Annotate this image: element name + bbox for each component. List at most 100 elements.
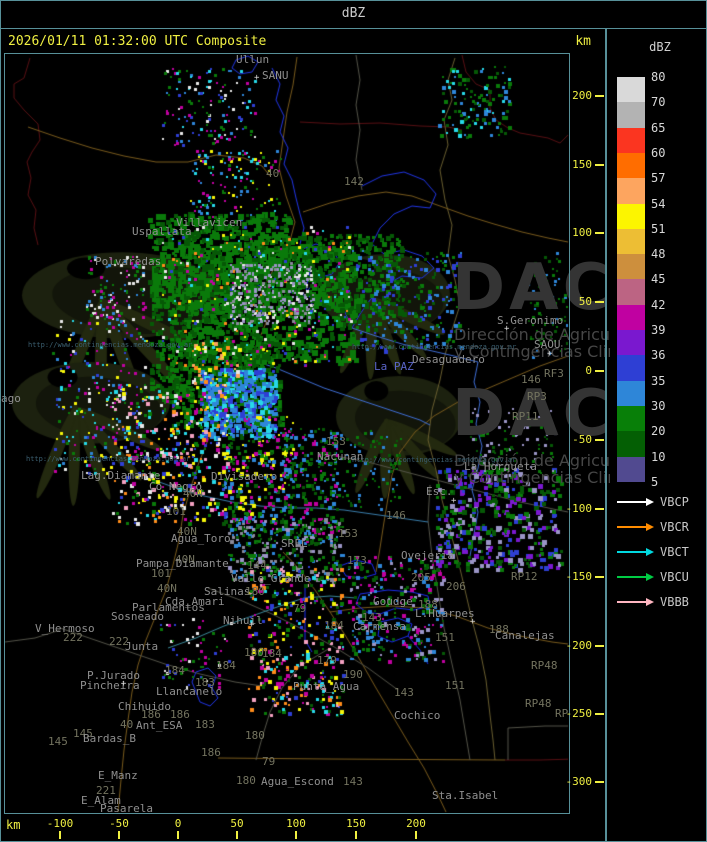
status-bar: 2026/01/11 01:32:00 UTC Composite km: [0, 30, 605, 53]
map-label: Ovejeria: [401, 549, 454, 562]
map-label: 143: [343, 775, 363, 788]
x-axis-tick-label: 0: [174, 817, 182, 830]
colorbar-swatch: [617, 380, 645, 407]
vector-arrow-head: [646, 573, 654, 581]
y-axis-tick: [595, 645, 604, 647]
map-label: RF3: [544, 367, 564, 380]
map-label: RP3: [527, 390, 547, 403]
x-axis-tick: [59, 831, 61, 839]
map-label: 146: [386, 509, 406, 522]
map-label: La PAZ: [374, 360, 414, 373]
map-label: 145: [73, 727, 93, 740]
map-label: Canalejas: [495, 629, 555, 642]
map-label: Villavicen: [176, 216, 243, 229]
watermark-dacc-text: DACC: [452, 251, 610, 325]
vector-arrow-head: [646, 598, 654, 606]
colorbar-value: 60: [651, 145, 666, 160]
vector-label: VBCR: [660, 520, 689, 534]
map-label: Nihuil: [223, 614, 263, 627]
map-label: Ant_ESA: [136, 719, 183, 732]
map-label: 184: [262, 647, 282, 660]
vector-arrow: [617, 526, 647, 528]
map-label: Pampa_Diamante: [136, 557, 229, 570]
y-axis-tick-label: -150: [565, 570, 593, 583]
map-label: 143: [362, 611, 382, 624]
map-label: 40N: [175, 553, 195, 566]
legend-divider: [605, 28, 607, 842]
y-axis-tick-label: 200: [572, 89, 592, 102]
map-label: SAOU: [534, 338, 561, 351]
station-marker-icon: +: [249, 620, 255, 630]
map-label: 184: [216, 659, 236, 672]
map-label: 221: [96, 784, 116, 797]
map-label: 188: [418, 598, 438, 611]
vector-label: VBCT: [660, 545, 689, 559]
vector-arrow: [617, 551, 647, 553]
colorbar-swatch: [617, 304, 645, 331]
y-axis-tick-label: 0: [585, 364, 592, 377]
map-label: 186: [141, 708, 161, 721]
map-label: 173: [347, 554, 367, 567]
map-label: 79: [293, 602, 307, 615]
map-label: Agua_Toro: [171, 532, 231, 545]
map-label: SRFL: [281, 537, 308, 550]
y-axis-tick: [595, 301, 604, 303]
map-label: 40: [120, 718, 134, 731]
map-label: Co_Negro: [149, 480, 202, 493]
map-label: 180: [244, 646, 264, 659]
map-label: 184: [324, 619, 344, 632]
map-label: Bardas_B: [83, 732, 136, 745]
vector-label: VBCU: [660, 570, 689, 584]
map-label: 184: [165, 664, 185, 677]
map-label: La Horqueta: [464, 460, 537, 473]
y-axis-tick-label: -200: [565, 639, 593, 652]
colorbar-swatch: [617, 152, 645, 179]
vector-label: VBBB: [660, 595, 689, 609]
station-marker-icon: +: [254, 73, 260, 83]
watermark-subtitle: Dirección de Agricultura y Contingencias…: [454, 451, 610, 487]
map-label: 153: [326, 435, 346, 448]
map-label: Polvaredas: [95, 255, 162, 268]
watermark-layer: DACC Dirección de Agricultura y Contingen…: [0, 28, 610, 814]
map-label: 40N: [183, 487, 203, 500]
map-label: Salinas: [204, 585, 251, 598]
station-marker-icon: +: [121, 679, 127, 689]
map-label: Llancanelo: [156, 685, 223, 698]
colorbar-swatch: [617, 355, 645, 382]
x-axis-tick: [355, 831, 357, 839]
colorbar-swatch: [617, 330, 645, 356]
vector-arrow: [617, 576, 647, 578]
map-label: Divisadero: [211, 470, 278, 483]
colorbar-value: 54: [651, 196, 666, 211]
colorbar-value: 70: [651, 95, 666, 110]
map-label: Uspallata: [132, 225, 192, 238]
map-label: 101: [151, 567, 171, 580]
map-label: 186: [170, 708, 190, 721]
map-label: E_Alam: [81, 794, 121, 807]
map-label: Chihuido: [118, 700, 171, 713]
x-axis-tick-label: 100: [286, 817, 306, 830]
colorbar-value: 65: [651, 120, 666, 135]
vector-arrow-head: [646, 498, 654, 506]
x-axis-tick: [177, 831, 179, 839]
colorbar-swatch: [617, 431, 645, 457]
map-label: Parlamentos: [132, 601, 205, 614]
y-axis-tick: [595, 370, 604, 372]
x-axis-tick-label: 50: [230, 817, 244, 830]
map-label: Cochico: [394, 709, 441, 722]
title-divider: [0, 28, 707, 29]
colorbar-swatch: [617, 456, 645, 483]
y-axis-tick: [595, 164, 604, 166]
map-label: Carmensa: [353, 620, 406, 633]
map-label: 183: [195, 718, 215, 731]
x-axis-tick: [415, 831, 417, 839]
map-label: Pincheira: [80, 679, 140, 692]
y-axis-tick: [595, 781, 604, 783]
vector-arrow: [617, 601, 647, 603]
x-axis-tick-label: -100: [46, 817, 74, 830]
map-label: Sta.Isabel: [432, 789, 499, 802]
map-label: E_Manz: [98, 769, 138, 782]
plot-frame: [4, 53, 570, 814]
x-axis-unit-label: km: [6, 818, 21, 832]
